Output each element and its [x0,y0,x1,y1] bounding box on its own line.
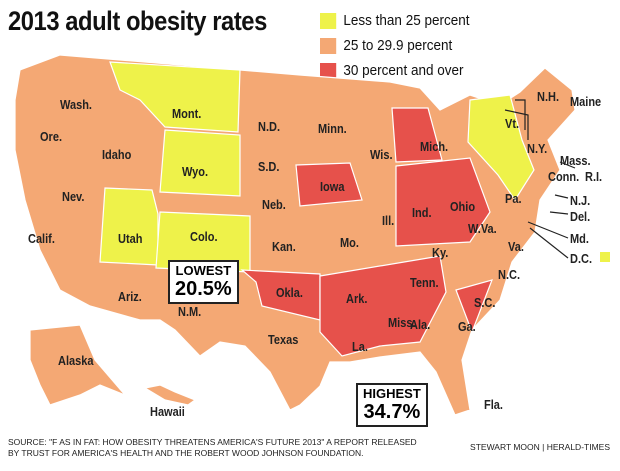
states-south-central [319,255,447,357]
legend-swatch-high [320,62,337,79]
label-mich: Mich. [420,140,449,154]
label-ga: Ga. [458,320,476,334]
label-ri: R.I. [585,170,603,184]
label-mont: Mont. [172,107,202,121]
label-ind: Ind. [412,206,432,220]
label-ny: N.Y. [527,142,548,156]
legend-label: 25 to 29.9 percent [343,37,453,54]
label-miss: Miss. [388,316,416,330]
label-conn: Conn. [548,170,580,184]
label-texas: Texas [268,333,299,347]
legend-item-low: Less than 25 percent [320,8,469,33]
label-wva: W.Va. [468,222,497,236]
label-hawaii: Hawaii [150,405,185,419]
state-oklahoma [240,269,321,321]
label-mass: Mass. [560,154,591,168]
label-nm: N.M. [178,305,202,319]
label-ky: Ky. [432,246,449,260]
states-ohio-valley [395,157,491,247]
state-montana [109,61,241,133]
label-utah: Utah [118,232,143,246]
map-title: 2013 adult obesity rates [8,6,267,36]
label-nj: N.J. [570,194,591,208]
label-colo: Colo. [190,230,218,244]
lowest-value: 20.5% [175,278,232,300]
label-del: Del. [570,210,591,224]
legend-swatch-low [320,12,337,29]
label-pa: Pa. [505,192,522,206]
label-kan: Kan. [272,240,296,254]
label-ore: Ore. [40,130,63,144]
label-nev: Nev. [62,190,85,204]
label-sc: S.C. [474,296,496,310]
label-iowa: Iowa [320,180,345,194]
label-idaho: Idaho [102,148,132,162]
credit-line: STEWART MOON | HERALD-TIMES [470,442,610,452]
label-calif: Calif. [28,232,55,246]
lowest-label: LOWEST [175,263,232,278]
label-alaska: Alaska [58,354,94,368]
state-south-carolina [455,279,493,334]
hawaii [143,384,197,406]
alaska [29,324,126,406]
source-note: SOURCE: "F AS IN FAT: HOW OBESITY THREAT… [8,437,417,458]
state-michigan [391,107,443,163]
state-utah [99,187,159,266]
label-minn: Minn. [318,122,347,136]
legend-item-mid: 25 to 29.9 percent [320,33,469,58]
label-maine: Maine [570,95,602,109]
state-wyoming [159,129,241,197]
highest-label: HIGHEST [363,386,421,401]
label-fla: Fla. [484,398,503,412]
label-ark: Ark. [346,292,368,306]
label-wis: Wis. [370,148,393,162]
label-mo: Mo. [340,236,359,250]
state-iowa [295,162,363,207]
label-neb: Neb. [262,198,286,212]
label-ariz: Ariz. [118,290,142,304]
lowest-callout: LOWEST 20.5% [168,260,239,304]
highest-value: 34.7% [363,401,421,423]
legend-label: Less than 25 percent [343,12,470,29]
label-ill: Ill. [382,214,395,228]
legend-item-high: 30 percent and over [320,58,469,83]
label-md: Md. [570,232,589,246]
label-ala: Ala. [410,318,431,332]
legend: Less than 25 percent 25 to 29.9 percent … [320,8,486,83]
label-la: La. [352,340,368,354]
legend-swatch-mid [320,37,337,54]
label-wyo: Wyo. [182,165,209,179]
label-wash: Wash. [60,98,92,112]
label-vt: Vt. [505,117,520,131]
state-new-york-vermont [467,94,535,202]
label-ohio: Ohio [450,200,476,214]
label-nd: N.D. [258,120,280,134]
label-dc: D.C. [570,252,592,266]
label-sd: S.D. [258,160,280,174]
highest-callout: HIGHEST 34.7% [356,383,428,427]
label-tenn: Tenn. [410,276,439,290]
label-va: Va. [508,240,524,254]
dc-swatch [600,252,610,262]
label-nh: N.H. [537,90,559,104]
label-okla: Okla. [276,286,303,300]
legend-label: 30 percent and over [343,62,464,79]
label-nc: N.C. [498,268,520,282]
